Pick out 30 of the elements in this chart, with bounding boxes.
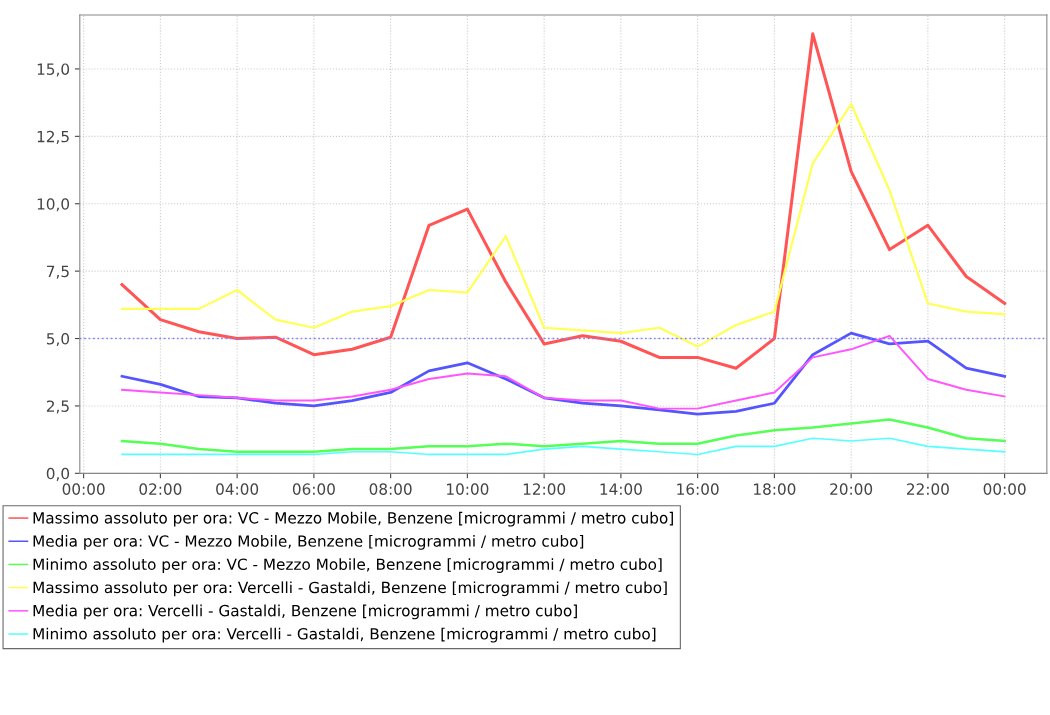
x-tick-label: 08:00 xyxy=(369,483,412,495)
x-tick-label: 12:00 xyxy=(523,483,566,495)
x-tick-label: 20:00 xyxy=(830,483,873,495)
y-tick-label: 0,0 xyxy=(46,467,70,481)
legend-label: Media per ora: VC - Mezzo Mobile, Benzene [microgrammi / metro cubo] xyxy=(33,535,584,550)
line-series xyxy=(120,32,1007,370)
line-series xyxy=(120,418,1006,454)
line-series xyxy=(120,102,1006,348)
y-tick-label: 12,5 xyxy=(37,130,69,144)
legend-label: Massimo assoluto per ora: VC - Mezzo Mobile, Benzene [microgrammi / metro cubo] xyxy=(33,511,673,527)
legend-label: Media per ora: Vercelli - Gastaldi, Benzene [microgrammi / metro cubo] xyxy=(33,604,577,620)
legend-label: Massimo assoluto per ora: Vercelli - Gastaldi, Benzene [microgrammi / metro cubo] xyxy=(33,581,667,597)
y-tick-label: 10,0 xyxy=(37,198,70,212)
x-tick-label: 22:00 xyxy=(906,483,949,495)
x-tick-label: 02:00 xyxy=(139,483,182,495)
x-tick-label: 18:00 xyxy=(754,483,796,495)
x-tick-label: 10:00 xyxy=(447,483,489,495)
y-tick-label: 7,5 xyxy=(47,265,69,279)
y-tick-label: 15,0 xyxy=(37,63,70,77)
legend-label: Minimo assoluto per ora: VC - Mezzo Mobile, Benzene [microgrammi / metro cubo] xyxy=(33,558,662,573)
y-tick-label: 5,0 xyxy=(46,333,70,347)
x-tick-label: 06:00 xyxy=(292,483,335,495)
line-series xyxy=(121,437,1006,456)
x-tick-label: 16:00 xyxy=(677,483,719,495)
x-tick-label: 00:00 xyxy=(62,483,105,495)
y-tick-label: 2,5 xyxy=(46,400,69,414)
x-tick-label: 00:00 xyxy=(983,483,1026,495)
legend-label: Minimo assoluto per ora: Vercelli - Gastaldi, Benzene [microgrammi / metro cubo] xyxy=(33,627,656,643)
x-tick-label: 14:00 xyxy=(600,483,642,495)
x-tick-label: 04:00 xyxy=(216,483,259,495)
